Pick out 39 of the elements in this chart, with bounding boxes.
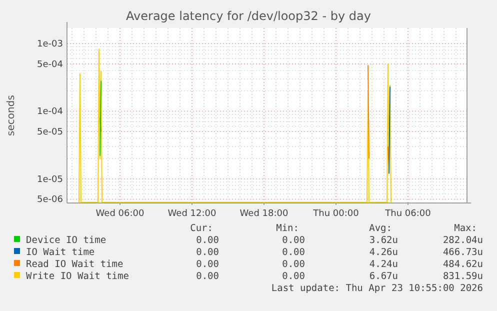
- text: 0.00: [282, 259, 306, 270]
- x-tick-label: Wed 12:00: [168, 209, 216, 219]
- y-tick-label: 1e-04: [37, 107, 64, 118]
- text: 6.67u: [369, 271, 398, 282]
- legend-label: IO Wait time: [26, 247, 95, 258]
- text: Cur:: [190, 223, 213, 234]
- legend-label: Device IO time: [26, 235, 106, 246]
- text: 3.62u: [369, 235, 398, 246]
- text: Min:: [276, 223, 299, 234]
- text: 831.59u: [442, 271, 483, 282]
- text: 0.00: [282, 271, 306, 282]
- text: 466.73u: [442, 247, 483, 258]
- text: 282.04u: [442, 235, 483, 246]
- text: 4.26u: [369, 247, 398, 258]
- chart-title: Average latency for /dev/loop32 - by day: [126, 9, 371, 23]
- text: 0.00: [196, 235, 220, 246]
- text: 4.24u: [369, 259, 398, 270]
- x-tick-label: Thu 06:00: [384, 209, 432, 219]
- y-tick-label: 5e-05: [37, 128, 63, 138]
- text: Avg:: [369, 223, 392, 234]
- legend-label: Write IO Wait time: [26, 271, 130, 282]
- y-tick-label: 1e-03: [37, 40, 63, 50]
- text: 0.00: [196, 271, 220, 282]
- y-tick-label: 1e-05: [37, 174, 63, 185]
- text: Last update: Thu Apr 23 10:55:00 2026: [271, 283, 484, 294]
- text: Max:: [454, 223, 477, 234]
- text: 484.62u: [442, 259, 483, 270]
- y-axis-title: seconds: [6, 95, 17, 136]
- y-tick-label: 5e-06: [37, 195, 64, 206]
- text: 0.00: [282, 247, 306, 258]
- x-tick-label: Wed 18:00: [240, 209, 288, 219]
- legend-label: Read IO Wait time: [26, 259, 124, 270]
- y-tick-label: 5e-04: [37, 60, 64, 70]
- text: 0.00: [196, 259, 220, 270]
- x-tick-label: Wed 06:00: [96, 209, 144, 219]
- line-series: [78, 48, 392, 203]
- text: 0.00: [282, 235, 306, 246]
- x-tick-label: Thu 00:00: [312, 209, 360, 219]
- text: 0.00: [196, 247, 220, 258]
